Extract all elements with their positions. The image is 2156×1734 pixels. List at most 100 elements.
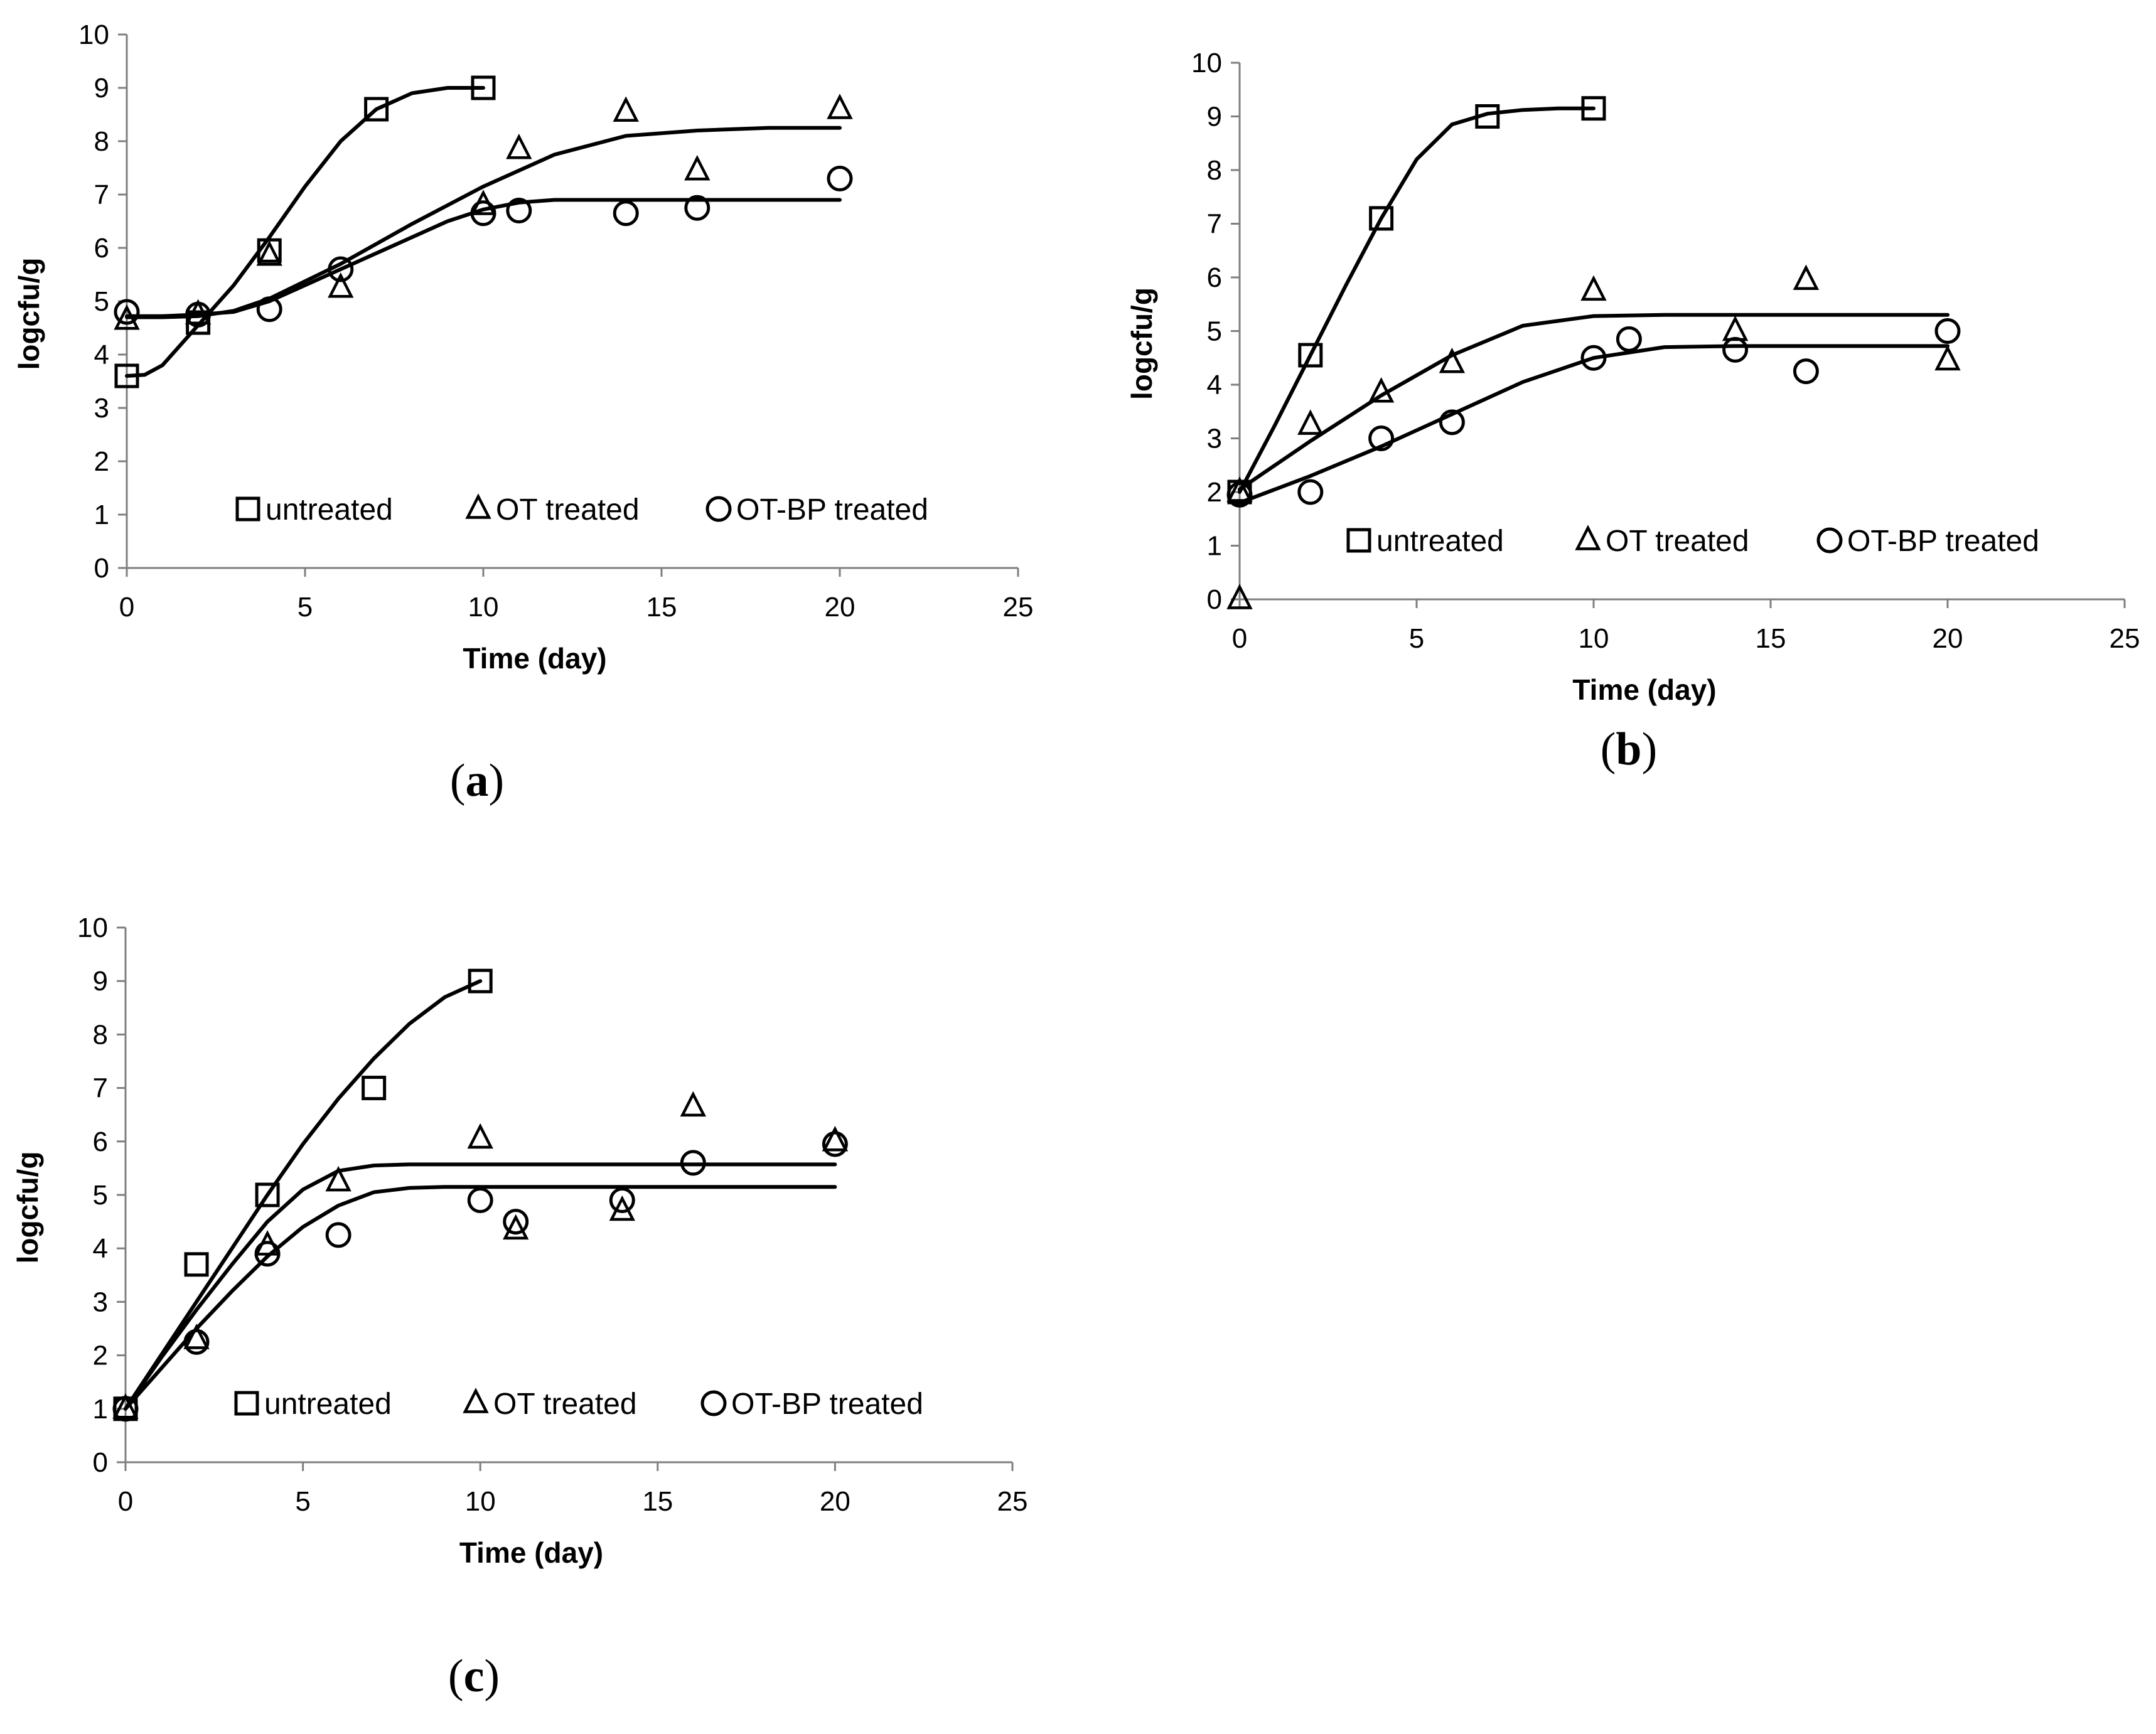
- legend-label-circle: OT-BP treated: [736, 493, 928, 527]
- fit-curve-circle: [124, 1185, 837, 1411]
- data-point-triangle: [467, 1123, 493, 1149]
- y-tick-label: 9: [1207, 102, 1222, 132]
- data-point-circle: [325, 1222, 351, 1248]
- series-circle: [114, 166, 853, 328]
- series-triangle: [1226, 264, 1961, 609]
- legend-marker-square: [234, 1391, 259, 1416]
- data-point-square: [257, 238, 282, 263]
- y-tick-label: 1: [93, 1394, 108, 1425]
- y-tick-label: 0: [93, 1447, 108, 1478]
- y-tick-label: 4: [1207, 370, 1222, 400]
- fit-curve-triangle: [124, 1162, 837, 1411]
- legend-marker-square: [235, 496, 260, 522]
- legend-label-square: untreated: [264, 1388, 392, 1421]
- x-axis-label: Time (day): [463, 642, 606, 675]
- y-tick-label: 6: [93, 1127, 108, 1157]
- y-tick-label: 3: [94, 393, 109, 424]
- x-tick-label: 10: [1579, 623, 1609, 654]
- data-point-circle: [467, 1187, 493, 1214]
- data-point-circle: [183, 1329, 210, 1355]
- x-tick-label: 10: [465, 1486, 496, 1517]
- data-point-triangle: [503, 1214, 529, 1240]
- data-point-circle: [1580, 345, 1607, 371]
- data-point-circle: [680, 1150, 706, 1176]
- y-tick-label: 8: [94, 126, 109, 157]
- y-tick-label: 7: [94, 179, 109, 210]
- data-point-triangle: [1722, 315, 1749, 341]
- y-tick-label: 10: [1191, 48, 1222, 78]
- y-tick-label: 8: [93, 1019, 108, 1050]
- x-tick-label: 20: [825, 592, 855, 623]
- y-tick-label: 8: [1207, 155, 1222, 186]
- y-axis-label: logcfu/g: [13, 258, 45, 370]
- data-point-circle: [470, 200, 496, 227]
- x-tick-label: 10: [468, 592, 499, 623]
- data-point-square: [364, 97, 389, 122]
- x-axis-label: Time (day): [1572, 673, 1716, 706]
- legend-label-square: untreated: [265, 493, 393, 527]
- data-point-circle: [609, 1187, 635, 1214]
- fit-curve-circle: [1238, 344, 1950, 505]
- x-tick-label: 15: [646, 592, 677, 623]
- data-point-circle: [1793, 358, 1819, 385]
- data-point-circle: [613, 200, 639, 227]
- legend-label-circle: OT-BP treated: [731, 1388, 923, 1421]
- y-tick-label: 4: [94, 340, 109, 370]
- y-tick-label: 1: [94, 500, 109, 530]
- data-point-triangle: [328, 272, 354, 298]
- data-point-square: [468, 968, 493, 993]
- x-tick-label: 15: [642, 1486, 673, 1517]
- data-point-square: [471, 75, 496, 100]
- y-tick-label: 10: [78, 19, 109, 50]
- y-tick-label: 7: [1207, 209, 1222, 240]
- series-square: [113, 968, 493, 1421]
- y-tick-label: 3: [1207, 424, 1222, 454]
- series-circle: [112, 1131, 848, 1422]
- x-tick-label: 0: [1232, 623, 1247, 654]
- data-point-triangle: [112, 1393, 139, 1419]
- y-tick-label: 10: [77, 912, 108, 943]
- legend-marker-triangle: [1575, 525, 1601, 550]
- panel-label: (b): [1601, 724, 1657, 775]
- y-tick-label: 7: [93, 1073, 108, 1104]
- x-tick-label: 20: [1933, 623, 1963, 654]
- data-point-circle: [328, 256, 354, 282]
- y-tick-label: 2: [94, 446, 109, 477]
- y-tick-label: 5: [93, 1180, 108, 1211]
- y-tick-label: 0: [1207, 584, 1222, 615]
- data-point-triangle: [506, 133, 532, 159]
- data-point-triangle: [613, 96, 639, 122]
- data-point-circle: [1616, 326, 1642, 352]
- legend-marker-circle: [705, 496, 732, 522]
- y-tick-label: 2: [1207, 477, 1222, 508]
- data-point-circle: [1368, 425, 1395, 451]
- data-point-triangle: [1580, 275, 1607, 301]
- data-point-circle: [1226, 481, 1253, 508]
- chart-panel-a: 0 1 2 3 4 5 6 7 8 9 10 0 5 10 15 20 25 Time (day) logcfu/g…: [13, 19, 1033, 806]
- fit-curve-circle: [125, 198, 842, 318]
- legend-marker-circle: [1816, 527, 1843, 554]
- data-point-square: [1369, 206, 1394, 231]
- y-tick-label: 2: [93, 1341, 108, 1371]
- x-axis-label: Time (day): [459, 1536, 603, 1569]
- x-tick-label: 25: [2110, 623, 2140, 654]
- data-point-triangle: [256, 240, 282, 266]
- fit-curve-square: [125, 86, 485, 378]
- x-tick-label: 20: [820, 1486, 850, 1517]
- legend-marker-square: [1346, 528, 1371, 553]
- y-tick-label: 9: [94, 73, 109, 104]
- x-tick-label: 5: [295, 1486, 310, 1517]
- legend-label-triangle: OT treated: [496, 493, 640, 527]
- data-point-square: [1475, 104, 1500, 129]
- data-point-circle: [1934, 318, 1961, 344]
- data-point-square: [255, 1182, 280, 1207]
- data-point-square: [1298, 343, 1323, 368]
- data-point-triangle: [325, 1165, 351, 1192]
- series-square: [114, 75, 496, 388]
- y-axis-label: logcfu/g: [11, 1152, 44, 1264]
- y-axis-label: logcfu/g: [1125, 287, 1158, 400]
- y-tick-label: 5: [94, 286, 109, 317]
- data-point-square: [114, 363, 139, 388]
- legend-marker-circle: [700, 1390, 727, 1416]
